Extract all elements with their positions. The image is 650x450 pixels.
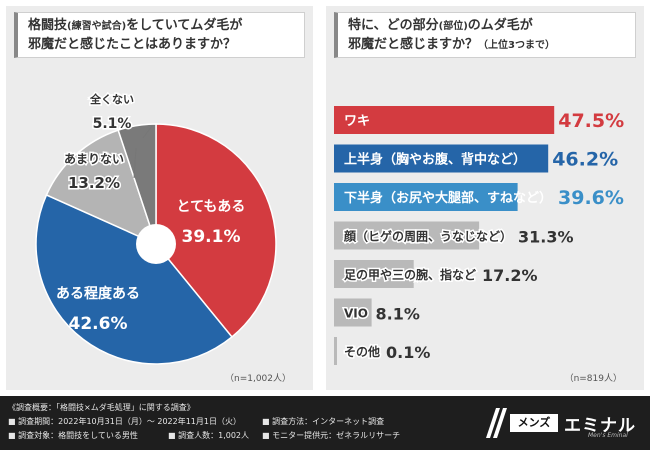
pie-slice-1	[35, 193, 233, 365]
bar-value-4: 17.2%	[482, 266, 538, 285]
right-sample-size: （n=819人）	[564, 374, 622, 384]
pie-value-0: 39.1%	[182, 227, 241, 247]
right-question-line1: 特に、どの部分(部位)のムダ毛が	[348, 18, 533, 33]
survey-heading: 《調査概要：「格闘技×ムダ毛処理」に関する調査》	[8, 403, 195, 412]
survey-method: ■ 調査方法：インターネット調査	[262, 417, 385, 426]
bar-label-6: その他	[344, 344, 380, 359]
pie-chart: とてもある 39.1% ある程度ある 42.6% あまりない 13.2% 全くない 5.1%	[35, 91, 277, 365]
bar-2	[334, 183, 518, 211]
left-question-line2: 邪魔だと感じたことはありますか？	[28, 37, 237, 52]
survey-period: ■ 調査期間：2022年10月31日（月）～ 2022年11月1日（火）	[8, 417, 241, 426]
bar-0	[334, 106, 555, 134]
right-panel: 特に、どの部分(部位)のムダ毛が 邪魔だと感じますか？（上位3つまで） ワキ 47…	[326, 6, 644, 390]
logo-mens-text: メンズ	[510, 414, 558, 432]
bar-value-5: 8.1%	[376, 305, 420, 324]
survey-subject: ■ 調査対象：格闘技をしている男性	[8, 431, 138, 440]
bar-chart: ワキ 47.5% 上半身（胸やお腹、背中など） 46.2% 下半身（お尻や大腿部、すねな…	[334, 106, 624, 365]
bar-label-2: 下半身（お尻や大腿部、すねなど）	[344, 190, 552, 206]
bar-value-3: 31.3%	[518, 228, 574, 247]
logo-subtitle: Men's Eminal	[588, 432, 628, 439]
bar-value-0: 47.5%	[558, 110, 624, 132]
logo-brand-name: エミナル	[564, 416, 636, 436]
bar-value-1: 46.2%	[552, 149, 618, 171]
brand-logo: メンズ エミナル Men's Eminal	[484, 408, 638, 439]
pie-slice-2	[45, 129, 158, 246]
bar-value-2: 39.6%	[558, 187, 624, 209]
pie-label-1: ある程度ある	[56, 285, 140, 302]
bar-4	[334, 260, 414, 288]
left-panel: 格闘技(練習や試合)をしていてムダ毛が 邪魔だと感じたことはありますか？ とても…	[6, 6, 313, 390]
bar-value-6: 0.1%	[386, 343, 430, 362]
bar-6	[334, 337, 337, 365]
bar-label-5: VIO	[344, 307, 368, 321]
left-question-box: 格闘技(練習や試合)をしていてムダ毛が 邪魔だと感じたことはありますか？	[14, 12, 305, 58]
bar-label-0: ワキ	[344, 114, 370, 129]
pie-value-1: 42.6%	[69, 314, 128, 334]
bar-5	[334, 298, 372, 327]
pie-slice-0	[155, 123, 277, 338]
pie-label-2: あまりない	[64, 152, 124, 166]
leader-line-2	[142, 125, 153, 139]
footer: 《調査概要：「格闘技×ムダ毛処理」に関する調査》 ■ 調査期間：2022年10月…	[0, 396, 650, 450]
logo-stripes-icon	[486, 408, 507, 438]
bar-label-4: 足の甲や三の腕、指など	[344, 267, 476, 282]
left-question-line1: 格闘技(練習や試合)をしていてムダ毛が	[28, 18, 243, 33]
right-question-line2: 邪魔だと感じますか？（上位3つまで）	[348, 37, 555, 52]
right-question-box: 特に、どの部分(部位)のムダ毛が 邪魔だと感じますか？（上位3つまで）	[334, 12, 636, 58]
pie-label-3: 全くない	[89, 92, 134, 106]
pie-label-0: とてもある	[177, 199, 246, 215]
bar-label-1: 上半身（胸やお腹、背中など）	[344, 152, 526, 168]
pie-value-2: 13.2%	[68, 174, 120, 192]
pie-slice-3	[117, 123, 157, 245]
survey-count: ■ 調査人数：1,002人	[168, 431, 250, 440]
left-sample-size: （n=1,002人）	[224, 374, 291, 384]
pie-value-3: 5.1%	[93, 116, 132, 132]
survey-provider: ■ モニター提供元：ゼネラルリサーチ	[262, 431, 401, 440]
bar-1	[334, 144, 549, 173]
pie-center-hole	[136, 224, 176, 264]
bar-3	[334, 221, 480, 250]
bar-label-3: 顔（ヒゲの周囲、うなじなど）	[343, 229, 512, 244]
leader-line-1	[133, 147, 137, 179]
